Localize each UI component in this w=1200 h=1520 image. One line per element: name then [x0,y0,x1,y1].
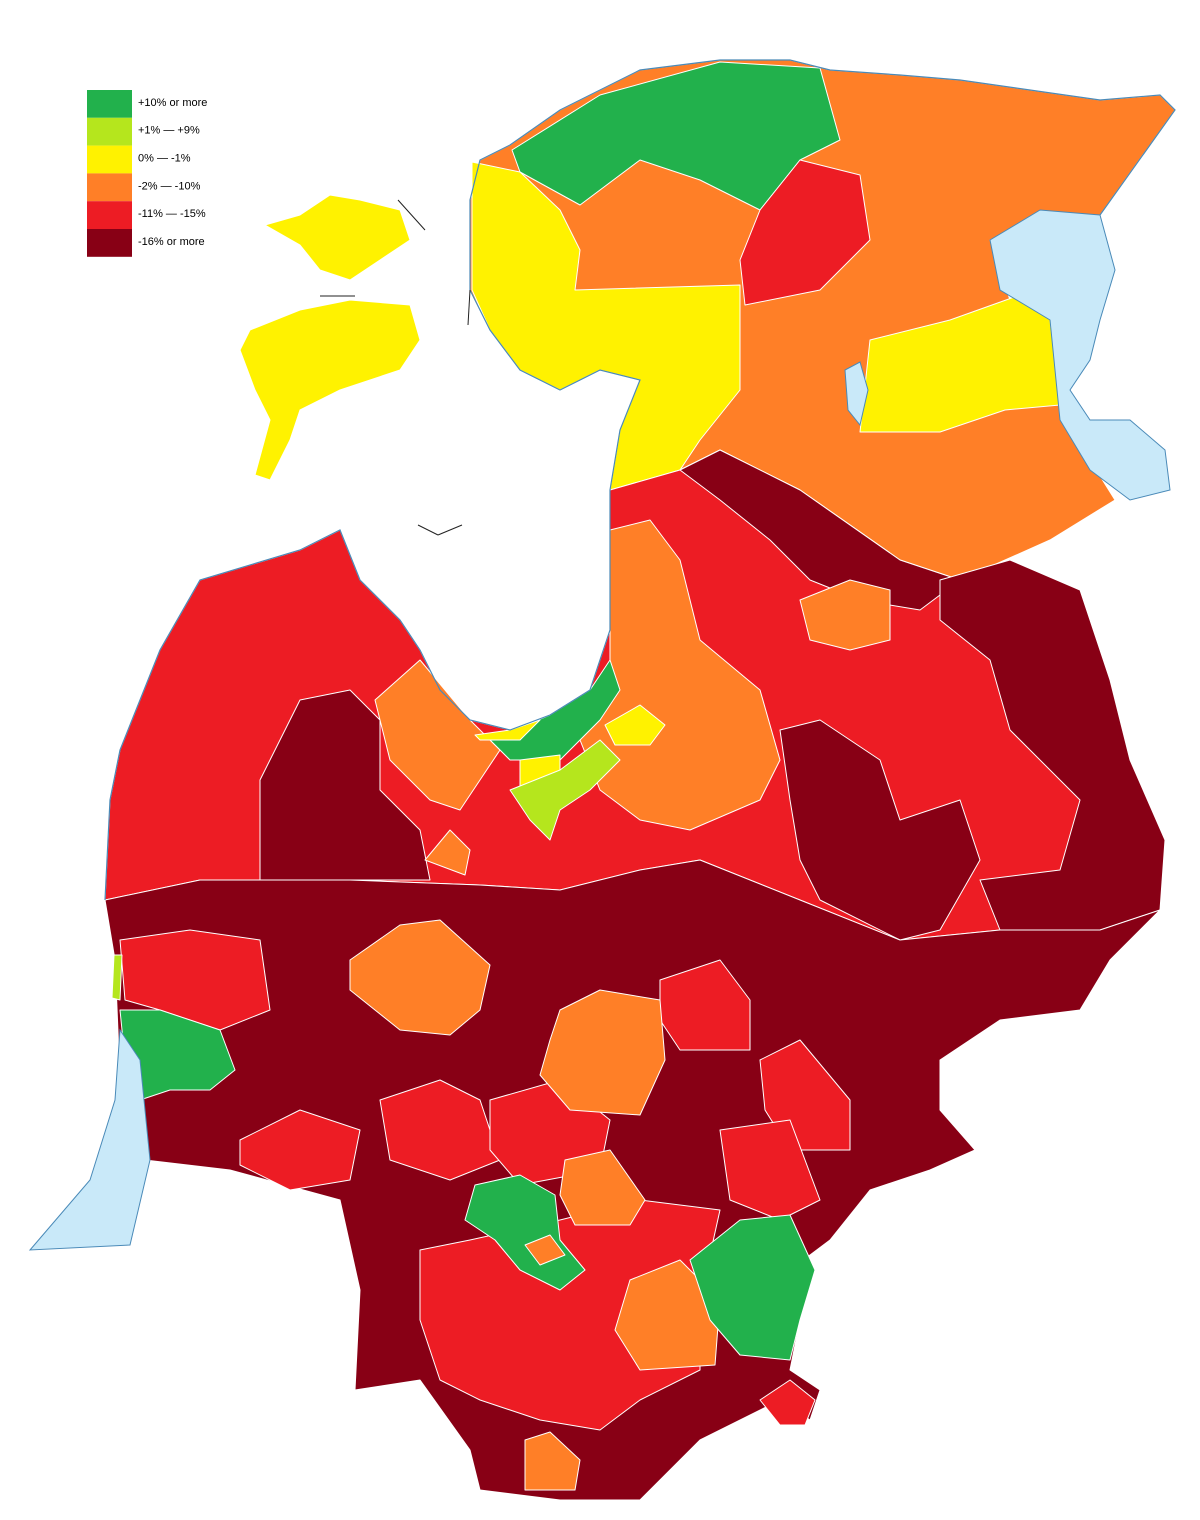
region [689,1214,816,1361]
region [111,954,123,1001]
region [474,719,541,741]
legend-swatch [87,173,132,202]
region [239,299,421,481]
separator [437,524,463,536]
legend-label: +1% — +9% [138,125,200,137]
region [509,739,621,841]
lake-vortsjarv [844,361,869,427]
separators [320,199,471,536]
region [239,1109,361,1191]
regions [104,59,1176,1501]
region [374,659,501,811]
region [539,989,666,1116]
region [524,1234,566,1266]
coastline [104,59,1176,901]
legend-label: -16% or more [138,236,205,248]
region [759,1379,816,1426]
region [604,704,666,746]
region [104,859,1161,1501]
separator [417,524,439,536]
region [799,579,891,651]
legend-swatch [87,90,132,118]
curonian-lagoon [28,1028,151,1251]
region [264,194,411,281]
legend-label: -2% — -10% [138,180,201,192]
legend-swatch [87,229,132,257]
lake-peipus [989,209,1171,501]
region [679,449,961,611]
region [719,1119,821,1221]
region [739,159,871,306]
region [424,829,471,876]
region [559,1149,646,1226]
region [614,1259,721,1371]
legend-label: +10% or more [138,97,207,109]
region [119,929,271,1031]
legend-swatch [87,145,132,174]
separator [467,289,471,326]
region [349,919,491,1036]
legend-swatch [87,117,132,146]
region [464,1174,586,1291]
legend-swatch [87,201,132,229]
region [779,719,981,941]
legend-label: -11% — -15% [138,208,206,220]
separator [397,199,426,231]
legend-label: 0% — -1% [138,153,191,165]
region [524,1431,581,1491]
legend: +10% or more +1% — +9% 0% — -1% -2% — -10% -… [87,90,207,257]
